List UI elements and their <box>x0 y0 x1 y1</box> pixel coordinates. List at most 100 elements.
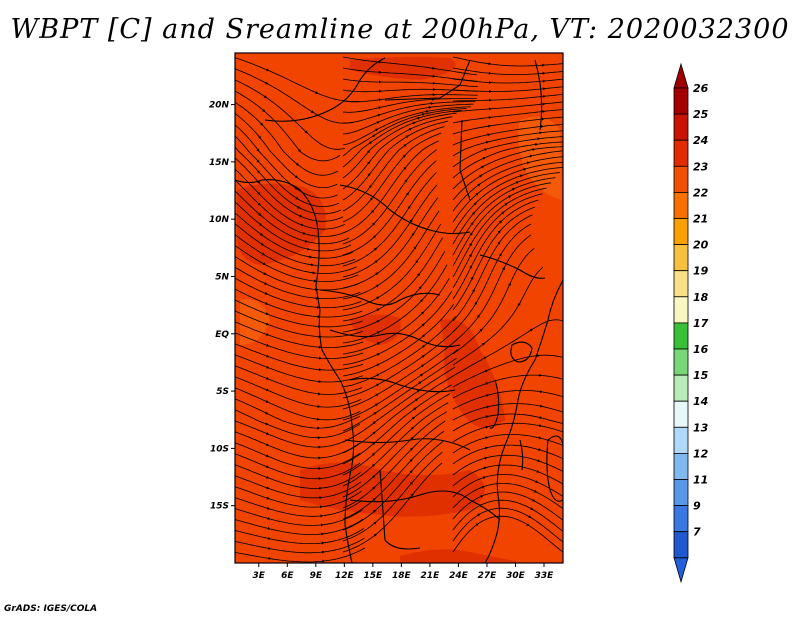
streamline <box>342 441 444 531</box>
streamline <box>235 157 344 222</box>
streamline <box>235 179 348 237</box>
streamline-arrow <box>542 87 546 91</box>
streamline <box>235 321 364 348</box>
streamline-arrow <box>422 334 426 338</box>
streamline <box>452 390 563 410</box>
streamline-arrow <box>414 398 419 402</box>
streamline-arrow <box>488 62 492 66</box>
streamline-arrow <box>407 205 411 209</box>
streamline <box>342 67 478 82</box>
colorbar-label: 14 <box>693 395 708 408</box>
streamline-arrow <box>264 282 268 285</box>
streamline-arrow <box>409 458 413 462</box>
streamline-arrow <box>532 148 536 151</box>
streamline-arrow <box>373 533 377 537</box>
streamline <box>342 112 457 179</box>
streamline-arrow <box>409 447 413 451</box>
lon-tick-label: 3E <box>253 571 266 581</box>
streamline-arrow <box>483 356 487 360</box>
streamline <box>235 288 363 318</box>
horn-border <box>479 254 546 279</box>
streamline-arrow <box>373 235 377 239</box>
streamline-arrow <box>371 453 375 457</box>
streamline-arrow <box>373 521 377 525</box>
colorbar-swatch <box>673 244 689 272</box>
streamline <box>452 444 563 465</box>
streamline <box>342 357 457 432</box>
streamline <box>235 475 362 499</box>
streamline-arrow <box>262 262 266 265</box>
streamline <box>235 234 357 274</box>
streamline <box>342 94 478 103</box>
streamline-arrow <box>480 495 484 498</box>
latitude-axis: 20N 15N 10N 5N EQ 5S 10S 15S <box>209 101 235 512</box>
streamline <box>452 483 563 510</box>
streamline-arrow <box>488 124 492 128</box>
streamline <box>342 103 474 135</box>
streamline <box>452 150 563 201</box>
colorbar-swatch <box>673 348 689 376</box>
streamline-arrow <box>266 475 270 479</box>
streamline-arrow <box>409 470 413 474</box>
streamline-arrow <box>267 526 271 530</box>
color-bar: 26 25 24 23 22 21 20 19 18 17 16 15 14 13 12 11 9 7 <box>673 62 709 584</box>
sahara-border-a <box>264 57 386 122</box>
streamline <box>235 124 338 199</box>
streamline-arrow <box>265 302 269 305</box>
streamline-arrow <box>375 272 379 276</box>
streamline-arrow <box>519 174 523 178</box>
streamline-arrow <box>418 286 422 290</box>
streamline <box>235 168 346 230</box>
streamline-arrow <box>373 247 377 251</box>
streamline-arrow <box>379 80 382 84</box>
streamline-arrow <box>536 354 540 358</box>
streamline <box>452 434 563 454</box>
streamline-arrow <box>470 221 474 225</box>
streamline-arrow <box>378 70 382 74</box>
streamline <box>452 319 563 377</box>
streamline-arrow <box>369 197 373 201</box>
streamline-arrow <box>412 121 416 125</box>
streamline <box>235 508 363 526</box>
streamline-arrow <box>469 232 473 236</box>
streamline-arrow <box>430 102 434 106</box>
streamline-arrow <box>319 496 323 500</box>
streamline-arrow <box>321 532 325 536</box>
streamline-arrow <box>266 432 270 435</box>
streamline-arrow <box>485 140 489 144</box>
streamline-arrow <box>318 356 322 360</box>
streamline-arrow <box>409 219 413 223</box>
streamline-arrow <box>515 181 519 184</box>
streamline-arrow <box>485 415 489 419</box>
streamline-arrow <box>372 134 376 138</box>
streamline <box>235 343 364 371</box>
streamline-arrow <box>264 291 268 295</box>
streamline-arrow <box>484 456 488 460</box>
colorbar-label: 17 <box>693 317 709 330</box>
streamline-arrow <box>295 162 300 166</box>
streamline-arrow <box>408 128 413 131</box>
streamline <box>452 473 563 498</box>
streamline-arrow <box>484 369 489 373</box>
streamline-arrow <box>259 223 263 226</box>
streamline <box>235 387 361 421</box>
colorbar-label: 23 <box>693 160 709 173</box>
streamline-arrow <box>432 81 436 85</box>
streamline-arrow <box>486 405 490 409</box>
streamline-arrow <box>421 364 425 368</box>
streamline-arrow <box>529 154 533 158</box>
streamline <box>452 86 563 92</box>
streamline <box>342 108 467 157</box>
streamline-arrow <box>542 71 546 75</box>
streamline-arrow <box>302 231 306 235</box>
streamline <box>452 491 563 521</box>
streamline <box>235 518 364 535</box>
streamline-arrow <box>318 445 322 449</box>
streamline-arrow <box>318 368 322 372</box>
streamline-arrow <box>319 505 323 509</box>
streamline <box>235 201 352 252</box>
streamline-arrow <box>322 559 326 563</box>
streamline-arrow <box>266 365 270 369</box>
streamline <box>342 462 443 553</box>
sahara-border-b <box>384 59 471 101</box>
